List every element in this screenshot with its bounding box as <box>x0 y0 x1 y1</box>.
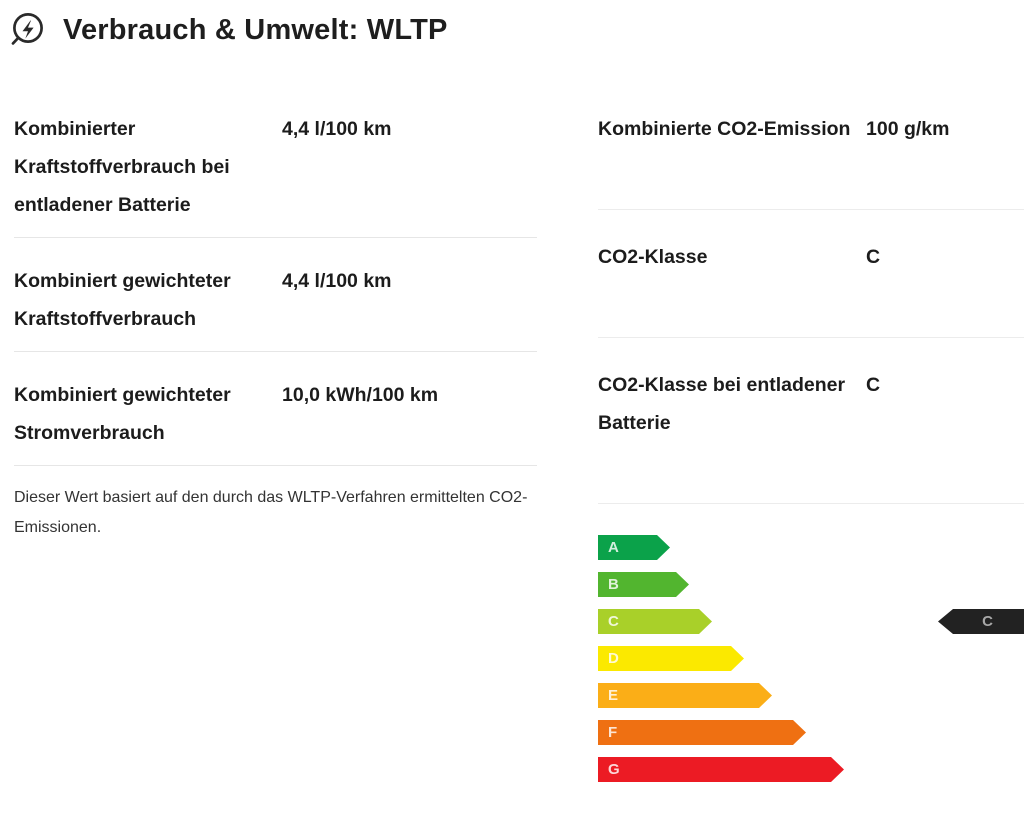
spec-value: C <box>866 246 881 268</box>
co2-class-letter: E <box>608 687 619 704</box>
co2-class-letter: A <box>608 539 619 556</box>
spec-row-co2-emission: Kombinierte CO2-Emission 100 g/km <box>598 110 1024 210</box>
spec-value: 4,4 l/100 km <box>282 270 392 292</box>
co2-class-bar-g: G <box>598 757 844 782</box>
section-header: Verbrauch & Umwelt: WLTP <box>0 0 1024 50</box>
co2-class-letter: F <box>608 724 618 741</box>
spec-label: CO2-Klasse <box>598 246 708 268</box>
spec-row-weighted-fuel-consumption: Kombiniert gewichteter Kraftstoffverbrau… <box>14 238 537 352</box>
spec-row-co2-class-battery-discharged: CO2-Klasse bei entladener Batterie C <box>598 338 1024 504</box>
spec-column-right: Kombinierte CO2-Emission 100 g/km CO2-Kl… <box>598 110 1024 782</box>
co2-class-bar-e: E <box>598 683 772 708</box>
spec-label: CO2-Klasse bei entladener Batterie <box>598 374 846 434</box>
co2-class-letter: C <box>608 613 619 630</box>
co2-class-bar-a: A <box>598 535 670 560</box>
eco-energy-leaf-bolt-icon <box>8 10 46 50</box>
co2-class-bar-d: D <box>598 646 744 671</box>
spec-row-fuel-consumption-battery-discharged: Kombinierter Kraftstoffverbrauch bei ent… <box>14 110 537 238</box>
spec-label: Kombinierter Kraftstoffverbrauch bei ent… <box>14 118 230 216</box>
co2-class-letter: B <box>608 576 619 593</box>
spec-row-co2-class: CO2-Klasse C <box>598 210 1024 338</box>
spec-value: 10,0 kWh/100 km <box>282 384 439 406</box>
co2-selected-marker: C <box>938 609 1024 634</box>
spec-label: Kombiniert gewichteter Stromverbrauch <box>14 384 231 444</box>
wltp-footnote: Dieser Wert basiert auf den durch das WL… <box>14 489 528 536</box>
spec-row-weighted-power-consumption: Kombiniert gewichteter Stromverbrauch 10… <box>14 352 537 466</box>
co2-class-letter: D <box>608 650 619 667</box>
co2-class-scale-chart: A B C D E F G C <box>598 535 1024 782</box>
spec-value: 100 g/km <box>866 118 950 140</box>
co2-class-bar-f: F <box>598 720 806 745</box>
spec-label: Kombinierte CO2-Emission <box>598 118 851 140</box>
spec-value: 4,4 l/100 km <box>282 118 392 140</box>
co2-class-bar-c: C <box>598 609 712 634</box>
co2-class-letter: G <box>608 761 620 778</box>
co2-class-bar-b: B <box>598 572 689 597</box>
section-title: Verbrauch & Umwelt: WLTP <box>63 13 448 46</box>
spec-columns: Kombinierter Kraftstoffverbrauch bei ent… <box>0 110 1024 782</box>
spec-label: Kombiniert gewichteter Kraftstoffverbrau… <box>14 270 231 330</box>
spec-value: C <box>866 374 881 396</box>
spec-column-left: Kombinierter Kraftstoffverbrauch bei ent… <box>14 110 537 782</box>
